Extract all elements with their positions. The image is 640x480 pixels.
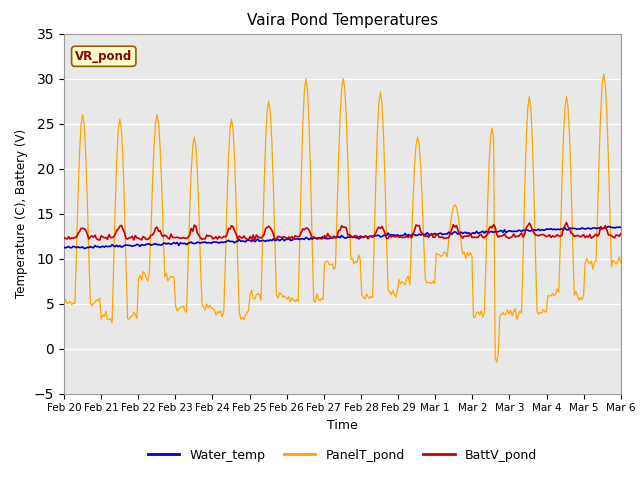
Text: VR_pond: VR_pond <box>75 50 132 63</box>
Title: Vaira Pond Temperatures: Vaira Pond Temperatures <box>247 13 438 28</box>
Y-axis label: Temperature (C), Battery (V): Temperature (C), Battery (V) <box>15 129 28 298</box>
X-axis label: Time: Time <box>327 419 358 432</box>
Legend: Water_temp, PanelT_pond, BattV_pond: Water_temp, PanelT_pond, BattV_pond <box>143 444 542 467</box>
